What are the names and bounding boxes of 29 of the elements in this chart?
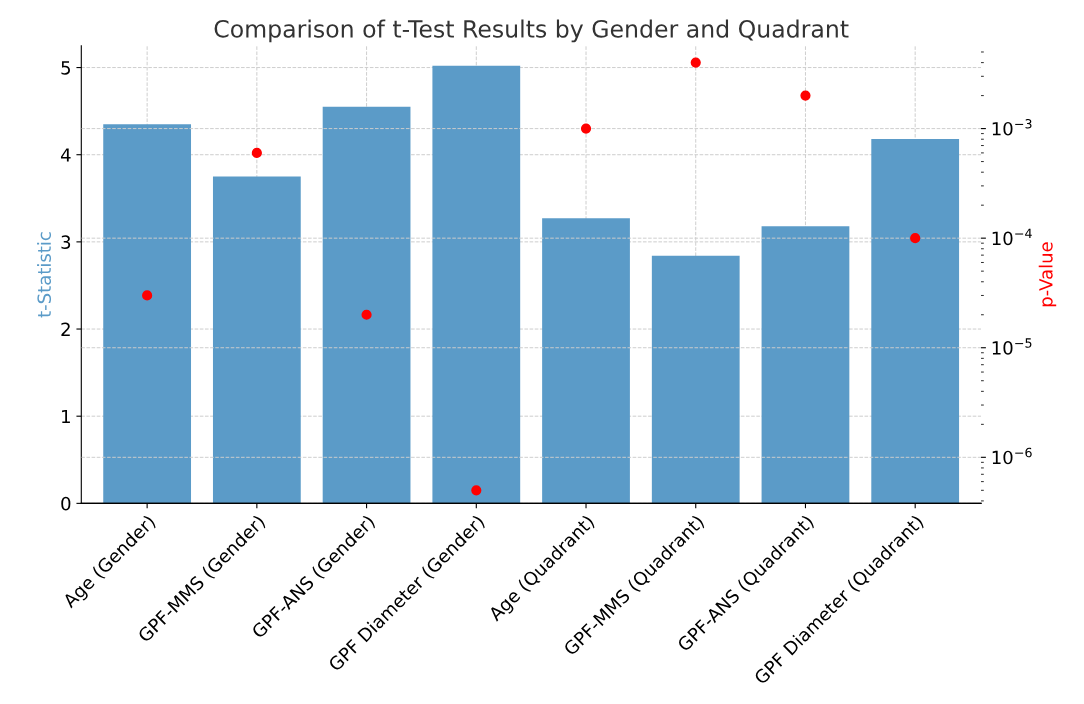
y2-tick-label: 10$^{−3}$ xyxy=(992,119,1032,136)
chart-title: Comparison of t-Test Results by Gender and Quadrant xyxy=(214,19,849,43)
y2-tick-label: 10$^{−5}$ xyxy=(992,338,1032,355)
bar xyxy=(322,106,411,504)
bar xyxy=(871,139,960,504)
y-tick-label: 3 xyxy=(61,235,71,249)
bar xyxy=(432,65,521,504)
point xyxy=(690,57,701,68)
bar xyxy=(761,226,850,504)
point xyxy=(800,90,811,101)
y-tick-label: 4 xyxy=(60,148,71,162)
y-tick-label: 2 xyxy=(61,322,70,336)
y2-axis-title: p-Value xyxy=(1038,242,1057,307)
bar xyxy=(651,255,740,504)
point xyxy=(910,233,921,244)
point xyxy=(580,123,592,134)
y2-tick-label: 10$^{−4}$ xyxy=(992,228,1032,246)
y-axis-title: t-Statistic xyxy=(37,232,52,318)
point xyxy=(142,290,153,301)
bar xyxy=(212,176,301,504)
bar xyxy=(542,218,630,504)
bar xyxy=(103,124,192,504)
y-tick-label: 5 xyxy=(61,61,70,75)
point xyxy=(251,147,262,158)
y-tick-label: 1 xyxy=(62,409,70,424)
y-tick-label: 0 xyxy=(61,496,71,511)
point xyxy=(471,485,482,496)
point xyxy=(361,309,372,320)
y2-tick-label: 10$^{−6}$ xyxy=(992,447,1032,465)
